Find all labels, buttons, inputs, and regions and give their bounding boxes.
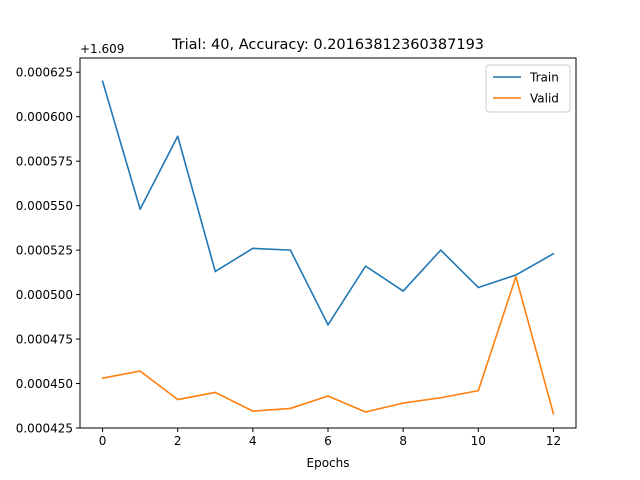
y-tick-label: 0.000425 <box>16 422 73 436</box>
y-tick-label: 0.000550 <box>16 199 73 213</box>
data-point-valid <box>439 396 442 399</box>
y-axis: 0.000425 0.000450 0.000475 0.000500 0.000525… <box>16 66 80 436</box>
data-point-train <box>214 270 217 273</box>
data-point-train <box>552 252 555 255</box>
data-point-train <box>101 80 104 82</box>
data-point-valid <box>139 370 141 372</box>
x-axis-label: Epochs <box>307 456 350 470</box>
data-point-train <box>176 135 179 138</box>
data-point-train <box>139 208 141 211</box>
y-tick-label: 0.000525 <box>16 244 73 258</box>
data-point-train <box>252 247 254 250</box>
legend-label-valid: Valid <box>530 92 559 106</box>
y-tick-label: 0.000475 <box>16 333 73 347</box>
data-point-train <box>327 324 329 326</box>
chart-title: Trial: 40, Accuracy: 0.20163812360387193 <box>171 37 484 53</box>
x-tick-label: 4 <box>249 434 257 448</box>
x-tick-label: 8 <box>399 434 407 448</box>
data-point-valid <box>252 410 254 412</box>
x-tick-label: 12 <box>546 434 561 448</box>
data-point-valid <box>402 402 404 404</box>
x-tick-label: 6 <box>324 434 332 448</box>
y-tick-label: 0.000600 <box>16 110 73 124</box>
y-tick-label: 0.000450 <box>16 377 73 391</box>
data-point-train <box>515 274 517 276</box>
data-point-valid <box>101 377 104 379</box>
data-point-valid <box>364 411 367 413</box>
x-tick-label: 10 <box>471 434 486 448</box>
y-tick-label: 0.000500 <box>16 288 73 302</box>
legend-label-train: Train <box>529 71 559 85</box>
data-point-train <box>439 249 442 251</box>
data-point-valid <box>552 412 555 415</box>
data-point-train <box>364 265 367 267</box>
series-layer <box>101 80 555 415</box>
data-point-train <box>402 290 404 292</box>
x-axis: 0 2 4 6 8 10 12 <box>99 428 561 448</box>
data-point-valid <box>477 389 480 392</box>
y-tick-label: 0.000625 <box>16 66 73 80</box>
data-point-valid <box>176 398 179 401</box>
x-tick-label: 0 <box>99 434 107 448</box>
legend: Train Valid <box>485 64 571 113</box>
x-tick-label: 2 <box>174 434 182 448</box>
data-point-train <box>477 286 480 289</box>
data-point-valid <box>327 395 329 397</box>
data-point-train <box>289 249 292 251</box>
data-point-valid <box>515 275 517 278</box>
data-point-valid <box>289 407 292 410</box>
data-point-valid <box>214 391 217 394</box>
y-tick-label: 0.000575 <box>16 155 73 169</box>
y-axis-offset-text: +1.609 <box>80 42 124 56</box>
